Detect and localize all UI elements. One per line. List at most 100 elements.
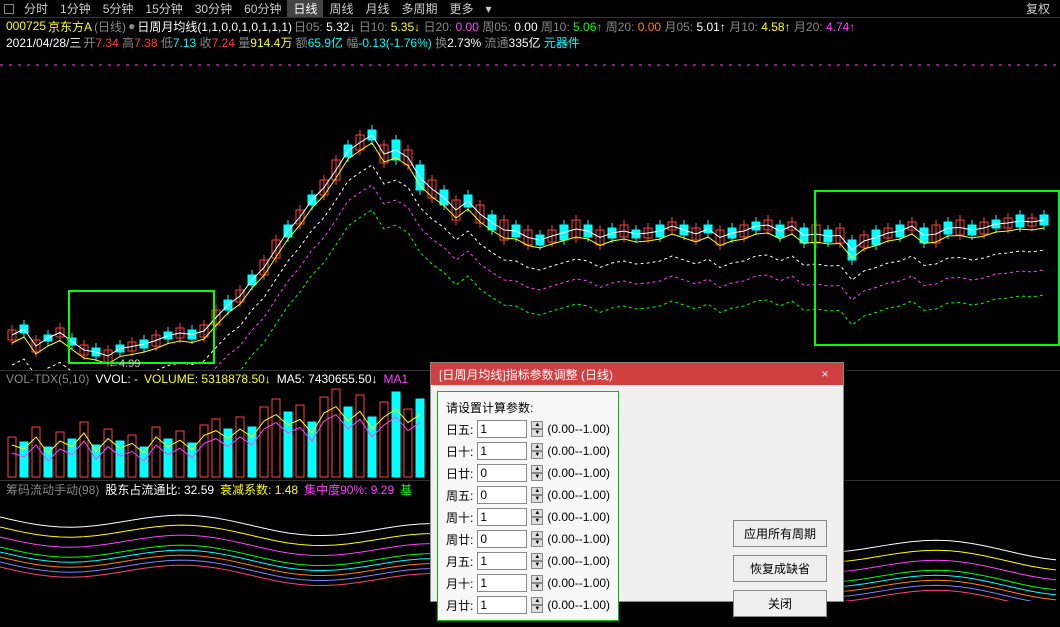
param-range: (0.00--1.00) <box>547 576 610 590</box>
spin-up-icon[interactable]: ▲ <box>531 421 543 429</box>
timeframe-9[interactable]: 多周期 <box>396 0 444 17</box>
vol-label: MA1 <box>384 372 409 386</box>
close-icon[interactable]: × <box>815 367 835 381</box>
timeframe-0[interactable]: 分时 <box>18 0 54 17</box>
spinner[interactable]: ▲▼ <box>531 487 543 503</box>
param-range: (0.00--1.00) <box>547 532 610 546</box>
dialog-title-text: [日周月均线]指标参数调整 (日线) <box>439 366 613 383</box>
param-row: 周五: ▲▼ (0.00--1.00) <box>446 484 610 506</box>
vol-label: MA5: 7430655.50↓ <box>277 372 378 386</box>
spin-down-icon[interactable]: ▼ <box>531 473 543 481</box>
param-row: 周十: ▲▼ (0.00--1.00) <box>446 506 610 528</box>
spinner[interactable]: ▲▼ <box>531 575 543 591</box>
ma-value: 周05: 0.00 <box>479 20 538 34</box>
param-label: 周五: <box>446 487 473 504</box>
spinner[interactable]: ▲▼ <box>531 465 543 481</box>
dialog-button[interactable]: 恢复成缺省 <box>733 555 827 582</box>
spin-up-icon[interactable]: ▲ <box>531 553 543 561</box>
right-adjust[interactable]: 复权 <box>1020 0 1056 17</box>
spin-up-icon[interactable]: ▲ <box>531 509 543 517</box>
param-range: (0.00--1.00) <box>547 488 610 502</box>
spin-up-icon[interactable]: ▲ <box>531 531 543 539</box>
ma-value: 周20: 0.00 <box>602 20 661 34</box>
main-chart[interactable]: ←4.99 <box>0 50 1060 370</box>
ohlc-value: 收7.24 <box>196 36 235 50</box>
spin-down-icon[interactable]: ▼ <box>531 517 543 525</box>
timeframe-7[interactable]: 周线 <box>323 0 359 17</box>
ohlc-value: 额65.9亿 <box>292 36 343 50</box>
spinner[interactable]: ▲▼ <box>531 443 543 459</box>
vol-label: VOL-TDX(5,10) <box>6 372 89 386</box>
date: 2021/04/28/三 <box>6 34 81 51</box>
spin-down-icon[interactable]: ▼ <box>531 605 543 613</box>
vol-label: VVOL: - <box>95 372 138 386</box>
param-label: 日十: <box>446 443 473 460</box>
param-input[interactable] <box>477 596 527 614</box>
chevron-down-icon[interactable]: ▾ <box>480 2 498 16</box>
box-icon <box>4 4 14 14</box>
vol-label: VOLUME: 5318878.50↓ <box>144 372 271 386</box>
param-input[interactable] <box>477 552 527 570</box>
spin-down-icon[interactable]: ▼ <box>531 451 543 459</box>
param-input[interactable] <box>477 464 527 482</box>
ohlc-value: 量914.4万 <box>235 36 292 50</box>
spinner[interactable]: ▲▼ <box>531 553 543 569</box>
ohlc-value: 幅-0.13(-1.76%) <box>343 36 432 50</box>
param-input[interactable] <box>477 486 527 504</box>
ind-label: 衰减系数: 1.48 <box>220 481 298 498</box>
ma-value: 月05: 5.01↑ <box>661 20 726 34</box>
timeframe-5[interactable]: 60分钟 <box>238 0 287 17</box>
dialog-titlebar[interactable]: [日周月均线]指标参数调整 (日线) × <box>431 363 843 385</box>
param-range: (0.00--1.00) <box>547 466 610 480</box>
param-range: (0.00--1.00) <box>547 422 610 436</box>
ohlc-value: 换2.73% <box>432 36 481 50</box>
timeframe-toolbar: 分时1分钟5分钟15分钟30分钟60分钟日线周线月线多周期更多▾ 复权 <box>0 0 1060 18</box>
spin-up-icon[interactable]: ▲ <box>531 443 543 451</box>
param-label: 周十: <box>446 509 473 526</box>
param-input[interactable] <box>477 420 527 438</box>
spin-down-icon[interactable]: ▼ <box>531 561 543 569</box>
spin-down-icon[interactable]: ▼ <box>531 583 543 591</box>
low-price-label: ←4.99 <box>108 358 140 370</box>
spin-up-icon[interactable]: ▲ <box>531 487 543 495</box>
ma-value: 月10: 4.58↑ <box>726 20 791 34</box>
param-range: (0.00--1.00) <box>547 510 610 524</box>
param-label: 月廿: <box>446 597 473 614</box>
info-row-1: 000725 京东方A (日线) ● 日周月均线(1,1,0,0,1,0,1,1… <box>0 18 1060 34</box>
spinner[interactable]: ▲▼ <box>531 509 543 525</box>
kline-suffix: (日线) <box>94 18 126 35</box>
param-label: 月五: <box>446 553 473 570</box>
spinner[interactable]: ▲▼ <box>531 597 543 613</box>
param-label: 日廿: <box>446 465 473 482</box>
param-input[interactable] <box>477 442 527 460</box>
timeframe-6[interactable]: 日线 <box>287 0 323 17</box>
timeframe-8[interactable]: 月线 <box>360 0 396 17</box>
timeframe-2[interactable]: 5分钟 <box>97 0 140 17</box>
param-input[interactable] <box>477 574 527 592</box>
spin-down-icon[interactable]: ▼ <box>531 495 543 503</box>
ma-value: 月20: 4.74↑ <box>791 20 856 34</box>
spinner[interactable]: ▲▼ <box>531 531 543 547</box>
param-row: 日廿: ▲▼ (0.00--1.00) <box>446 462 610 484</box>
ma-value: 周10: 5.06↑ <box>538 20 603 34</box>
param-row: 日五:▲▼(0.00--1.00) <box>446 418 610 440</box>
spin-up-icon[interactable]: ▲ <box>531 575 543 583</box>
indicator-name: 日周月均线(1,1,0,0,1,0,1,1,1) <box>137 18 292 35</box>
ohlc-value: 流通335亿 <box>481 36 540 50</box>
timeframe-10[interactable]: 更多 <box>444 0 480 17</box>
stock-name: 京东方A <box>48 18 92 35</box>
param-row: 日十:▲▼(0.00--1.00) <box>446 440 610 462</box>
ind-label: 集中度90%: 9.29 <box>304 481 394 498</box>
spin-down-icon[interactable]: ▼ <box>531 429 543 437</box>
stock-code: 000725 <box>6 19 46 33</box>
dialog-button[interactable]: 应用所有周期 <box>733 520 827 547</box>
spin-up-icon[interactable]: ▲ <box>531 465 543 473</box>
param-input[interactable] <box>477 530 527 548</box>
timeframe-4[interactable]: 30分钟 <box>189 0 238 17</box>
param-range: (0.00--1.00) <box>547 554 610 568</box>
timeframe-3[interactable]: 15分钟 <box>139 0 188 17</box>
spin-down-icon[interactable]: ▼ <box>531 539 543 547</box>
param-input[interactable] <box>477 508 527 526</box>
spinner[interactable]: ▲▼ <box>531 421 543 437</box>
timeframe-1[interactable]: 1分钟 <box>54 0 97 17</box>
